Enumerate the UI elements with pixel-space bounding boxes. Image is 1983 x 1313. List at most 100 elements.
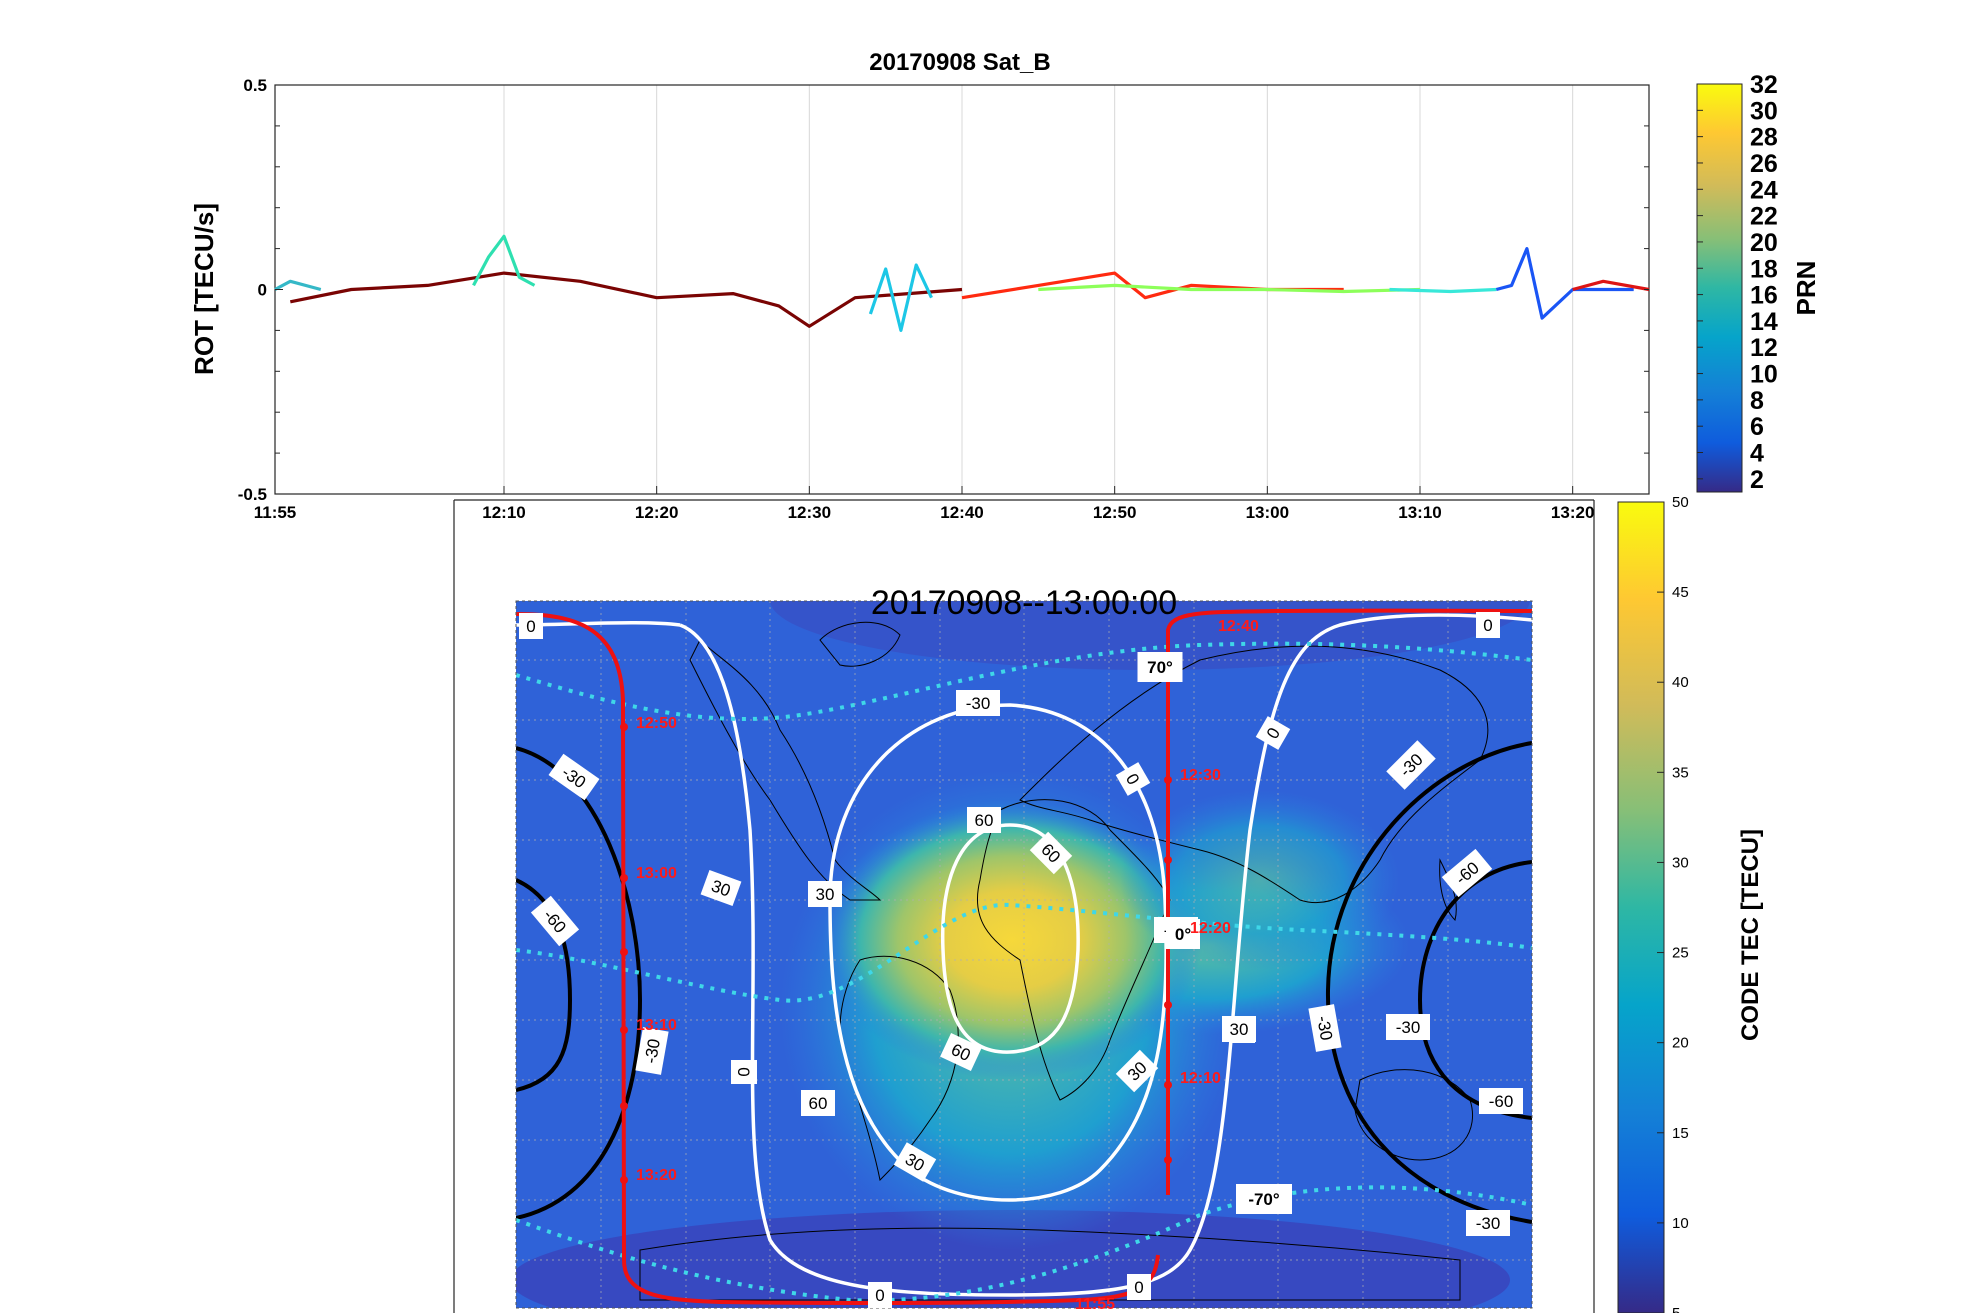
contour-label-box (808, 881, 842, 907)
prn-tick-label: 22 (1750, 203, 1778, 231)
contour-label-text: -30 (641, 1037, 664, 1065)
latitude-label-box (1166, 919, 1200, 949)
contour-label-text: -30 (966, 694, 991, 713)
rot-y-axis-label: ROT [TECU/s] (189, 203, 219, 375)
tec-tick-label: 10 (1672, 1215, 1689, 1232)
contour-label-text: 60 (975, 811, 994, 830)
latitude-label: -70° (1248, 1190, 1280, 1209)
map-title: 20170908--13:00:00 (871, 584, 1177, 622)
contour-label: 60 (801, 1090, 835, 1116)
prn-tick-label: 14 (1750, 308, 1778, 336)
contour-label-box (519, 613, 543, 639)
track-time-label: 11:55 (1075, 1296, 1115, 1313)
contour-label-box (1476, 612, 1500, 638)
contour-label-box (1029, 831, 1073, 875)
tec-tick-label: 30 (1672, 854, 1689, 871)
contour-label-text: 0 (526, 617, 535, 636)
prn-tick-label: 16 (1750, 282, 1778, 310)
tec-map (516, 601, 1532, 1308)
track-time-labels: 12:40 12:30 12:20 12:10 12:50 13:00 13:10 13:20… (636, 618, 1259, 1313)
tec-tick-label: 5 (1672, 1305, 1680, 1313)
track-time-label: 12:10 (1180, 1070, 1221, 1087)
prn-tick-label: 28 (1750, 124, 1778, 152)
contour-label: -30 (635, 1027, 669, 1075)
rot-x-tick-label: 12:40 (940, 503, 983, 522)
contour-label: 0 (731, 1060, 757, 1084)
rot-x-tick-label: 12:50 (1093, 503, 1136, 522)
contour-label: -30 (956, 690, 1000, 716)
contour-label-box (731, 1060, 757, 1084)
rot-series-line-2 (472, 234, 536, 287)
tec-colorbar-label: CODE TEC [TECU] (1737, 829, 1764, 1041)
tec-colorbar-ticks: 50 45 40 35 30 25 20 15 10 5 (1657, 494, 1689, 1313)
contour-label-text: 0 (1134, 1278, 1143, 1297)
contour-label: 0 (1255, 716, 1291, 750)
rot-series-line-0 (274, 279, 322, 292)
rot-series-group (274, 234, 1650, 332)
contour-label-box (1441, 848, 1493, 898)
prn-tick-label: 8 (1750, 387, 1764, 415)
rot-x-tick-label: 12:20 (635, 503, 678, 522)
contour-label-box (548, 753, 600, 801)
rot-series-line-5 (1038, 283, 1421, 294)
contour-label-box (893, 1142, 937, 1182)
contour-label-text: 60 (809, 1094, 828, 1113)
contour-label-box (940, 1033, 982, 1071)
contour-label-box (967, 807, 1001, 833)
rot-x-tick-label: 12:10 (482, 503, 525, 522)
contour-label: -30 (1308, 1004, 1342, 1052)
latitude-label: 0° (1175, 925, 1191, 944)
tec-low-north (770, 601, 1530, 670)
contour-label-box (635, 1027, 669, 1075)
rot-series-line-1 (289, 271, 963, 328)
rot-series-line-3 (868, 263, 933, 332)
rot-x-tick-label: 11:55 (254, 503, 297, 522)
contour-label-box (1255, 716, 1291, 750)
contour-label: -30 (1386, 1014, 1430, 1040)
prn-tick-label: 6 (1750, 413, 1764, 441)
track-time-label: 13:20 (636, 1167, 677, 1184)
tec-colorbar (1617, 501, 1665, 1313)
rot-x-tick-label: 12:30 (788, 503, 831, 522)
contour-label-box (1386, 740, 1436, 790)
contour-label-box (1222, 1016, 1256, 1042)
contour-label-box (530, 895, 580, 947)
contour-label-text: -30 (1476, 1214, 1501, 1233)
contour-label-text: 30 (1230, 1020, 1249, 1039)
rot-chart-title: 20170908 Sat_B (869, 49, 1050, 76)
tec-tick-label: 20 (1672, 1035, 1689, 1052)
contour-label-text: -30 (1396, 1018, 1421, 1037)
contour-label: 30 (808, 881, 842, 907)
contour-label-text: 30 (816, 885, 835, 904)
contour-label-box (700, 869, 742, 907)
rot-y-tick-label: 0.5 (243, 76, 267, 95)
tec-tick-label: 35 (1672, 764, 1689, 781)
prn-colorbar (1696, 83, 1743, 493)
prn-tick-label: 20 (1750, 229, 1778, 257)
prn-tick-label: 30 (1750, 97, 1778, 125)
contour-label: 30 (1222, 1016, 1256, 1042)
rot-series-line-7 (1495, 247, 1634, 320)
track-time-label: 13:00 (636, 865, 677, 882)
satellite-tracks (516, 608, 1532, 1306)
contour-label: 0 (519, 613, 543, 639)
contour-label: 0 (868, 1282, 892, 1308)
rot-series-line-4 (961, 271, 1344, 300)
contour-label-box (1466, 1210, 1510, 1236)
prn-tick-label: 26 (1750, 150, 1778, 178)
contour-label: 30 (700, 869, 742, 907)
rot-series-line-6 (1389, 287, 1497, 294)
track-markers (620, 723, 1172, 1184)
contour-label: 0 (1476, 612, 1500, 638)
rot-x-tick-label: 13:20 (1551, 503, 1594, 522)
contour-label-box (1115, 762, 1151, 796)
prn-tick-label: 12 (1750, 334, 1778, 362)
contour-label-text: -60 (1489, 1092, 1514, 1111)
contour-label: 30 (893, 1142, 937, 1182)
contour-label-box (1479, 1088, 1523, 1114)
contour-label-text: -30 (1313, 1014, 1336, 1042)
prn-tick-label: 24 (1750, 176, 1778, 204)
tec-tick-label: 40 (1672, 674, 1689, 691)
